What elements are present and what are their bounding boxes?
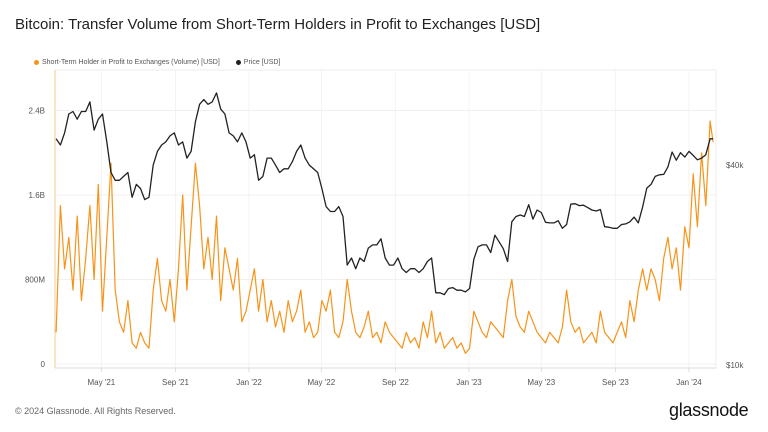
legend-item-price[interactable]: Price [USD]	[235, 59, 281, 66]
copyright: © 2024 Glassnode. All Rights Reserved.	[15, 406, 176, 416]
x-tick-label: May '22	[307, 378, 335, 387]
x-tick-label: Sep '23	[602, 378, 629, 387]
legend: Short-Term Holder in Profit to Exchanges…	[34, 59, 280, 66]
volume-series-line	[55, 120, 714, 354]
series-lines	[55, 92, 714, 354]
legend-swatch-volume	[34, 59, 39, 65]
legend-swatch-price	[235, 59, 241, 65]
x-axis: May '21 Sep '21 Jan '22 May '22 Sep '22 Jan '…	[55, 367, 716, 387]
chart-title: Bitcoin: Transfer Volume from Short-Term…	[15, 16, 541, 33]
y-axis-right: $10k $40k	[726, 161, 744, 370]
y-left-tick-label: 800M	[25, 276, 45, 285]
x-tick-label: May '23	[527, 378, 555, 387]
y-left-tick-label: 1.6B	[29, 191, 45, 200]
gridlines	[54, 69, 717, 369]
x-tick-label: Sep '21	[162, 378, 189, 387]
legend-label-price: Price [USD]	[243, 59, 281, 66]
price-series-line	[55, 92, 714, 296]
x-tick-label: Jan '24	[676, 378, 702, 387]
x-tick-label: Jan '22	[236, 378, 262, 387]
glassnode-logo: glassnode	[669, 400, 749, 420]
x-tick-label: May '21	[87, 378, 115, 387]
y-right-tick-label: $40k	[726, 161, 744, 170]
legend-item-volume[interactable]: Short-Term Holder in Profit to Exchanges…	[34, 59, 220, 66]
y-axis-left: 0 800M 1.6B 2.4B	[25, 107, 46, 370]
y-right-tick-label: $10k	[726, 361, 744, 370]
x-tick-label: Sep '22	[382, 378, 409, 387]
legend-label-volume: Short-Term Holder in Profit to Exchanges…	[42, 59, 220, 66]
y-left-tick-label: 2.4B	[29, 107, 45, 116]
y-left-tick-label: 0	[41, 360, 46, 369]
x-tick-label: Jan '23	[456, 378, 482, 387]
